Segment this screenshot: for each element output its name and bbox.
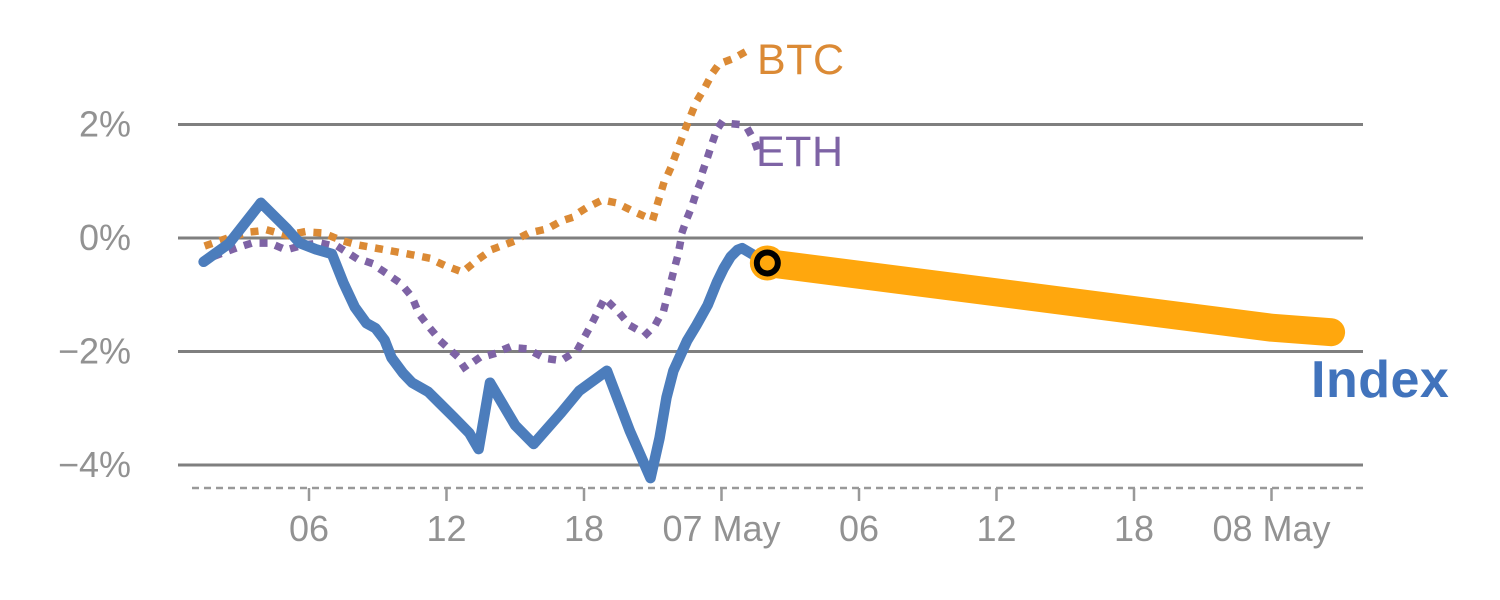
y-axis-label: −4%	[58, 444, 131, 485]
y-axis-label: −2%	[58, 331, 131, 372]
series-line-index-forecast	[753, 249, 1346, 347]
x-axis-label: 07 May	[662, 508, 780, 549]
x-axis-label: 12	[976, 508, 1016, 549]
x-axis-label: 08 May	[1212, 508, 1330, 549]
x-axis-group: 06 12 18 07 May 06 12 18 08 May	[192, 486, 1364, 549]
series-label-eth: ETH	[756, 128, 844, 176]
forecast-marker-ring	[753, 249, 781, 277]
y-axis-label: 2%	[79, 104, 131, 145]
series-label-index: Index	[1311, 351, 1450, 409]
series-line-index	[198, 197, 773, 484]
x-axis-label: 18	[564, 508, 604, 549]
gridlines-group: 2% 0% −2% −4%	[58, 104, 1363, 485]
x-axis-label: 12	[426, 508, 466, 549]
series-label-btc: BTC	[757, 36, 845, 84]
x-axis-label: 06	[839, 508, 879, 549]
x-axis-label: 18	[1114, 508, 1154, 549]
forecast-marker-group	[749, 245, 785, 281]
series-lines-group	[198, 48, 1346, 484]
series-line-eth	[212, 118, 763, 374]
y-axis-label: 0%	[79, 217, 131, 258]
x-axis-label: 06	[289, 508, 329, 549]
